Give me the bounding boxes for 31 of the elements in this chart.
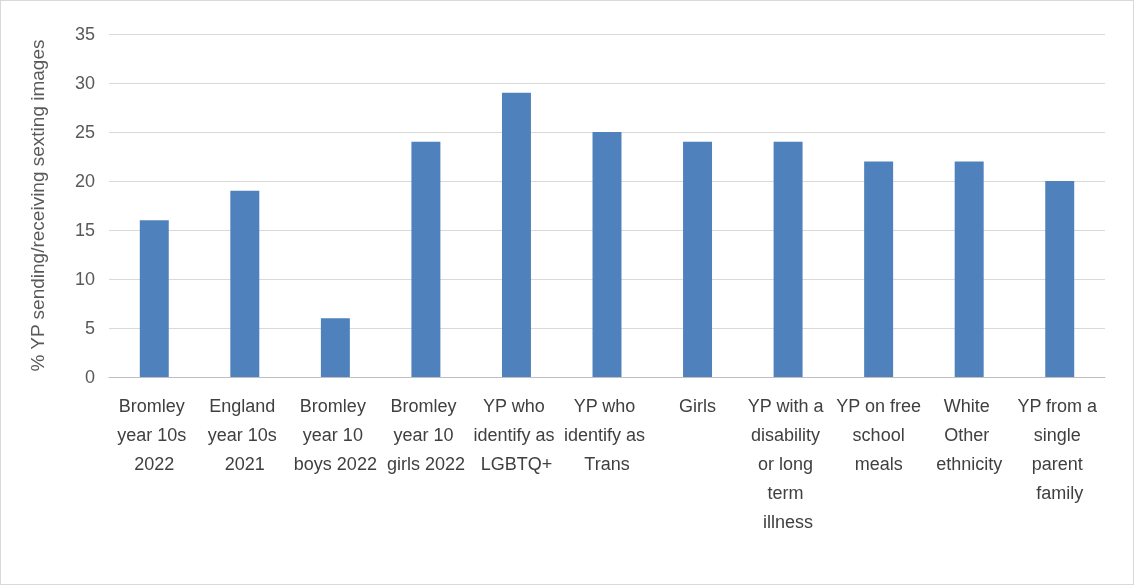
y-tick-label: 30 xyxy=(74,73,95,93)
x-tick-label: Girls xyxy=(679,395,717,416)
x-tick-label: YP who identify as Trans xyxy=(563,395,651,474)
y-tick-label: 0 xyxy=(84,367,95,387)
bar xyxy=(773,141,803,377)
x-tick-label: Bromley year 10 girls 2022 xyxy=(386,395,465,474)
x-tick-label: YP from a single parent family xyxy=(1017,395,1103,503)
x-tick-label: YP with a disability or long term illness xyxy=(747,395,829,532)
bar xyxy=(954,161,984,377)
y-tick-label: 35 xyxy=(74,24,95,44)
x-tick-label: Bromley year 10 boys 2022 xyxy=(293,395,377,474)
y-tick-label: 20 xyxy=(74,171,95,191)
bar xyxy=(230,190,260,377)
y-tick-label: 25 xyxy=(74,122,95,142)
x-tick-label: White Other ethnicity xyxy=(936,395,1003,474)
x-tick-label: Bromley year 10s 2022 xyxy=(117,395,192,474)
y-tick-label: 10 xyxy=(74,269,95,289)
bar xyxy=(864,161,894,377)
bar xyxy=(139,220,169,377)
bar xyxy=(683,141,713,377)
y-tick-label: 5 xyxy=(84,318,95,338)
bar xyxy=(501,92,531,377)
x-tick-label: YP on free school meals xyxy=(836,395,921,474)
bar xyxy=(320,318,350,377)
y-axis-title: % YP sending/receiving sexting images xyxy=(27,39,48,372)
bar xyxy=(592,132,622,377)
x-tick-label: YP who identify as LGBTQ+ xyxy=(473,395,560,474)
bar xyxy=(1045,181,1075,377)
bar xyxy=(411,141,441,377)
y-tick-label: 15 xyxy=(74,220,95,240)
x-tick-label: England year 10s 2021 xyxy=(207,395,282,474)
